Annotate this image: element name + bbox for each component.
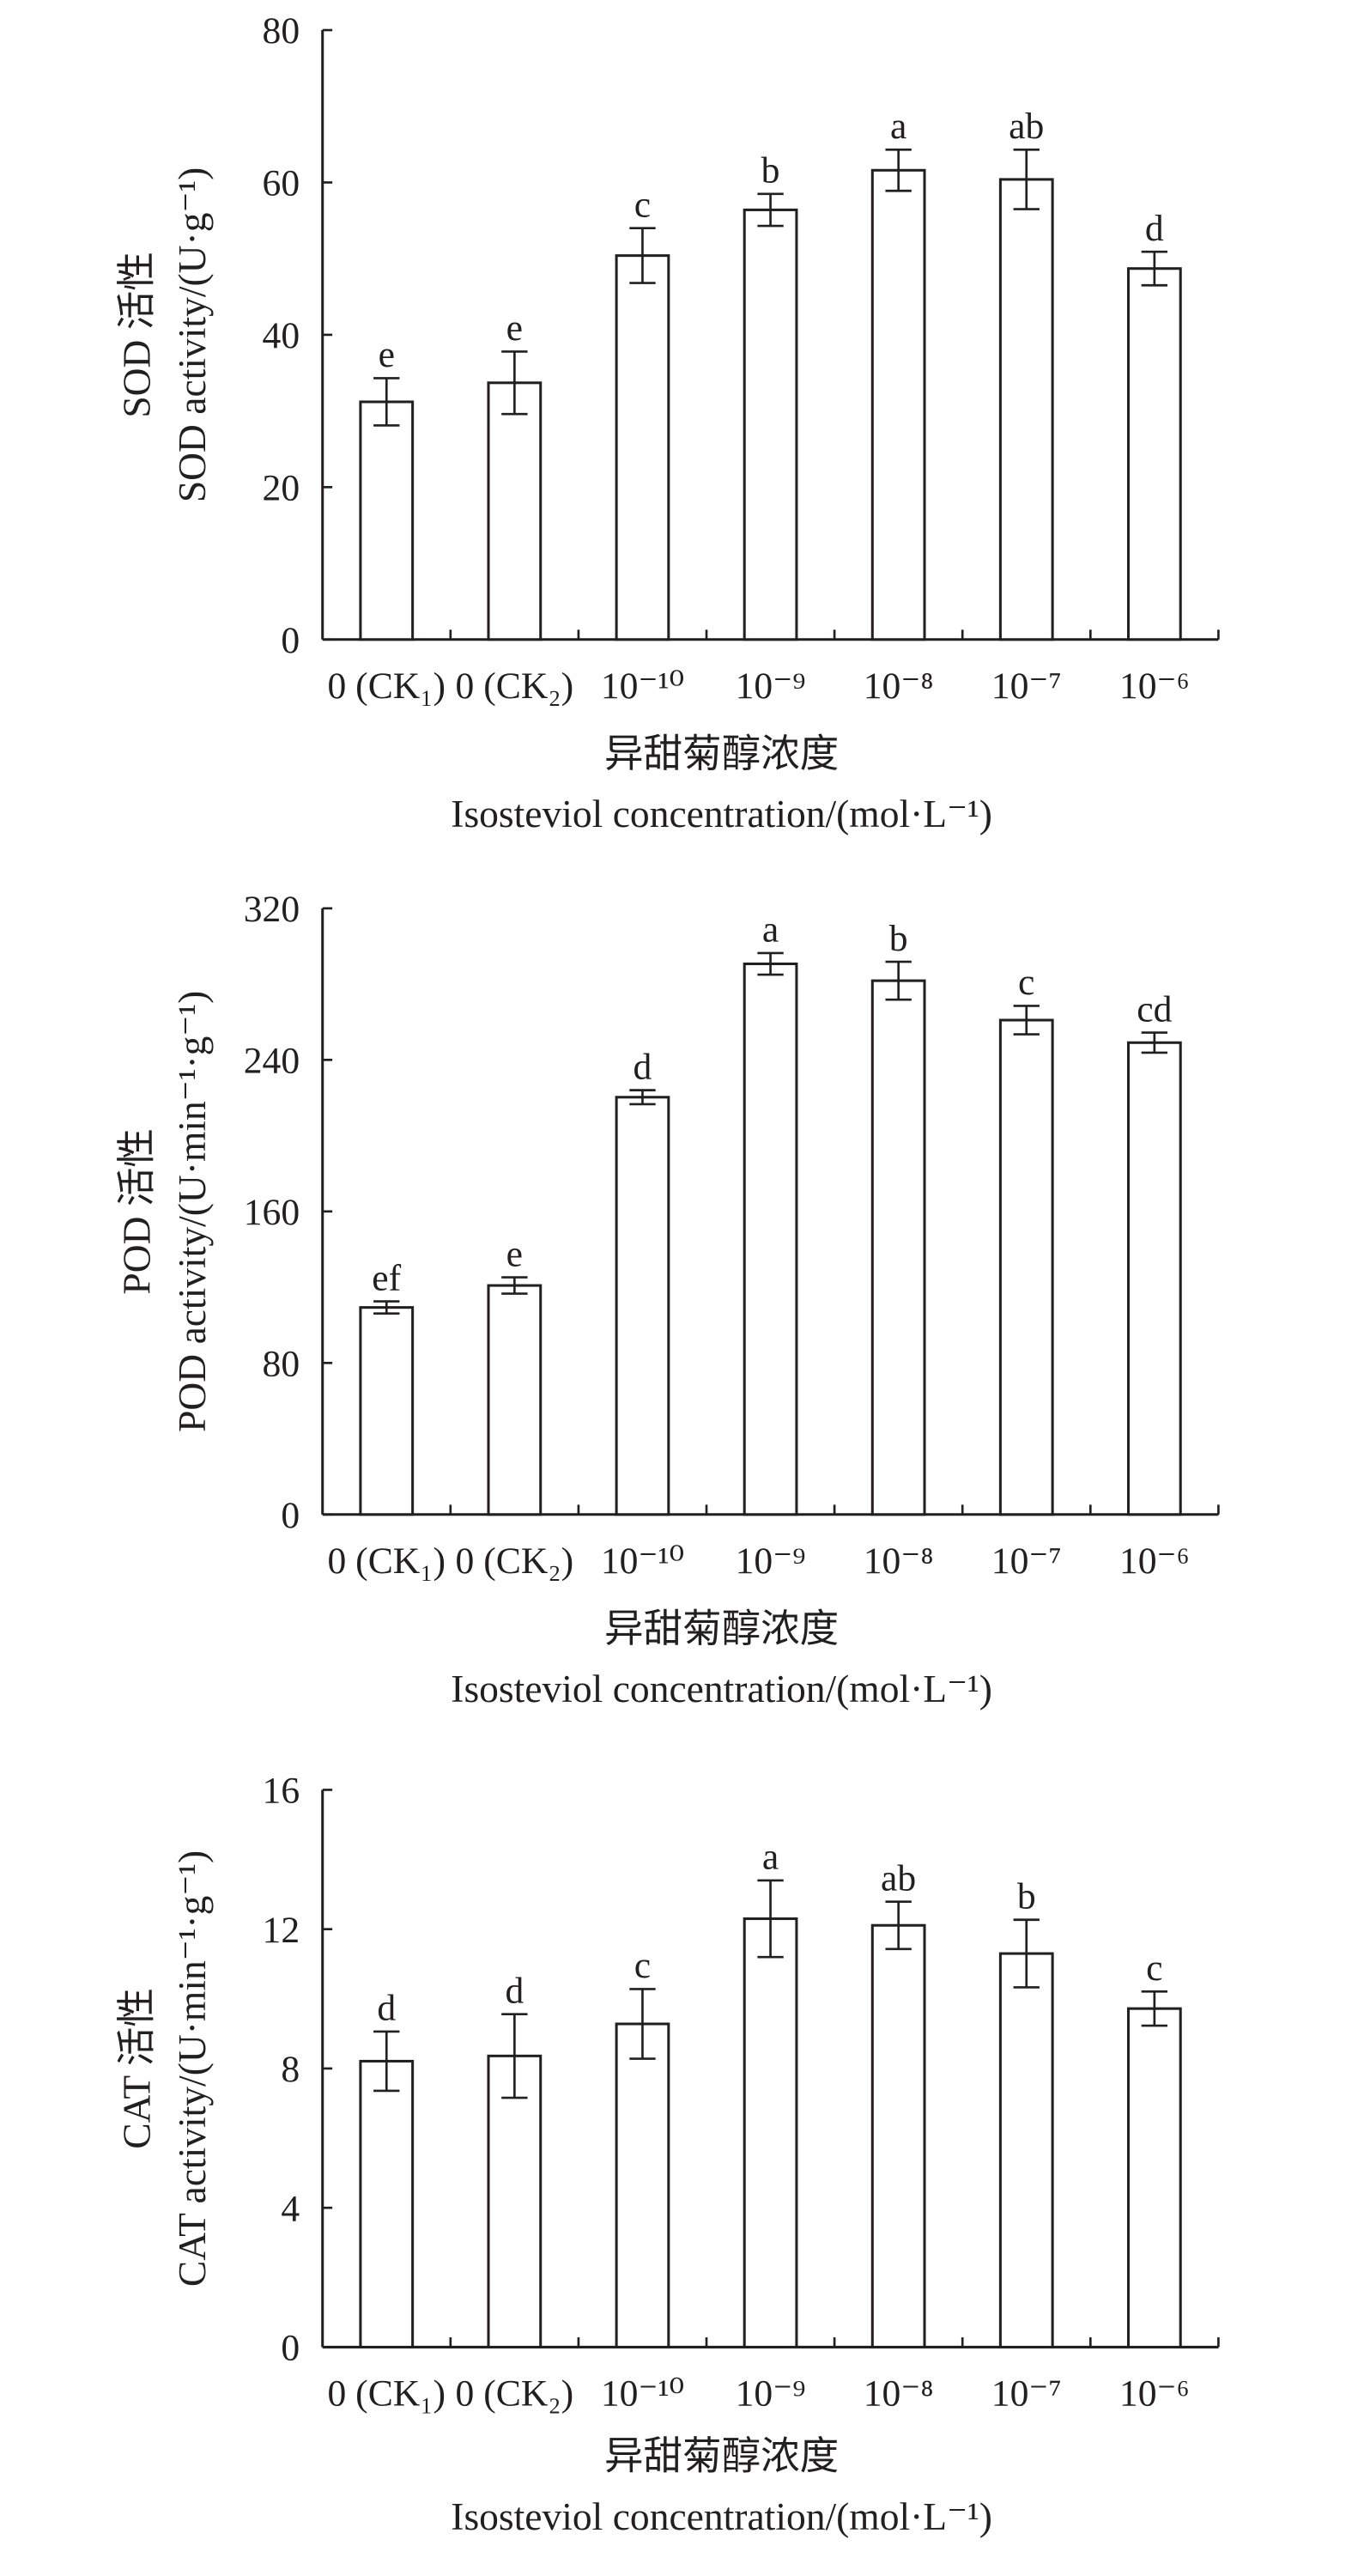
y-tick-label: 8	[281, 2049, 300, 2090]
bar	[998, 1952, 1054, 2348]
x-tick-label: 10⁻⁶	[1119, 665, 1190, 707]
x-axis-title-2: Isosteviol concentration/(mol·L⁻¹)	[451, 2494, 992, 2538]
significance-letter: b	[1017, 1875, 1036, 1917]
y-tick-label: 240	[244, 1041, 300, 1082]
significance-letter: d	[377, 1988, 396, 2029]
y-tick-label: 80	[263, 1343, 300, 1384]
y-axis-title-1: POD 活性	[115, 1128, 159, 1295]
significance-letter: ef	[372, 1257, 401, 1298]
x-tick-label: 10⁻⁶	[1119, 1540, 1190, 1582]
bar	[487, 1284, 543, 1516]
x-tick-label: 10⁻⁷	[991, 2373, 1062, 2415]
x-axis-title-2: Isosteviol concentration/(mol·L⁻¹)	[451, 792, 992, 835]
bar	[998, 178, 1054, 641]
x-axis-title-1: 异甜菊醇浓度	[604, 1607, 839, 1650]
significance-letter: d	[1145, 208, 1164, 249]
significance-letter: e	[506, 307, 523, 349]
significance-letter: a	[762, 1837, 779, 1878]
y-tick-label: 80	[263, 10, 300, 52]
significance-letter: cd	[1137, 988, 1172, 1030]
significance-letter: a	[762, 909, 779, 951]
significance-letter: ab	[881, 1857, 916, 1899]
x-tick-label: 10⁻⁹	[736, 2373, 806, 2415]
significance-letter: a	[890, 106, 906, 147]
x-tick-label: 10⁻⁸	[864, 1540, 934, 1582]
x-tick-label: 10⁻¹⁰	[601, 665, 684, 707]
x-axis-title-1: 异甜菊醇浓度	[604, 2434, 839, 2478]
bar	[998, 1018, 1054, 1516]
x-tick-label: 10⁻⁶	[1119, 2373, 1190, 2415]
y-tick-label: 12	[263, 1910, 300, 1951]
x-tick-label: 0 (CK₁)	[327, 1540, 446, 1582]
x-axis-title-2: Isosteviol concentration/(mol·L⁻¹)	[451, 1667, 992, 1710]
x-tick-label: 10⁻⁷	[991, 1540, 1062, 1582]
x-tick-label: 10⁻¹⁰	[601, 1540, 684, 1582]
y-axis-title-1: SOD 活性	[115, 252, 159, 418]
significance-letter: c	[1146, 1947, 1162, 1989]
significance-letter: e	[506, 1233, 523, 1274]
significance-letter: c	[634, 184, 651, 225]
x-tick-label: 0 (CK₂)	[456, 2373, 574, 2415]
bar	[1126, 1041, 1182, 1516]
y-tick-label: 160	[244, 1192, 300, 1233]
significance-letter: d	[634, 1046, 652, 1087]
bar	[743, 962, 798, 1516]
y-axis-title-2: CAT activity/(U·min⁻¹·g⁻¹)	[170, 1850, 214, 2287]
x-tick-label: 10⁻¹⁰	[601, 2373, 684, 2415]
significance-letter: ab	[1009, 106, 1044, 147]
significance-letter: b	[889, 918, 908, 959]
y-axis-title-2: SOD activity/(U·g⁻¹)	[170, 167, 214, 502]
x-tick-label: 10⁻⁸	[864, 2373, 934, 2415]
y-tick-label: 0	[281, 1495, 300, 1536]
y-tick-label: 16	[263, 1771, 300, 1812]
bar	[615, 1096, 670, 1516]
y-tick-label: 60	[263, 163, 300, 204]
significance-letter: d	[505, 1970, 524, 2011]
bar	[615, 2022, 670, 2348]
bar	[487, 2054, 543, 2348]
y-axis-title-2: POD activity/(U·min⁻¹·g⁻¹)	[170, 991, 214, 1432]
y-tick-label: 0	[281, 620, 300, 661]
bar	[870, 168, 926, 641]
bar	[743, 208, 798, 641]
bar	[1126, 267, 1182, 641]
y-tick-label: 40	[263, 315, 300, 356]
y-tick-label: 320	[244, 889, 300, 930]
significance-letter: b	[761, 150, 780, 191]
x-tick-label: 10⁻⁸	[864, 665, 934, 707]
chart-2: 0 80 160 240 320 ef 0 (CK₁) e 0 (CK₂) d 10⁻¹⁰ a 10⁻⁹…	[115, 889, 1220, 1710]
bar	[615, 254, 670, 641]
chart-3: 0 4 8 12 16 d 0 (CK₁) d 0 (CK₂) c 10⁻¹⁰ a 10⁻⁹ ab 10⁻⁸…	[115, 1771, 1220, 2538]
y-tick-label: 0	[281, 2328, 300, 2369]
x-axis-title-1: 异甜菊醇浓度	[604, 732, 839, 775]
x-tick-label: 10⁻⁹	[736, 1540, 806, 1582]
x-tick-label: 0 (CK₂)	[456, 1540, 574, 1582]
bar	[359, 1306, 415, 1516]
x-tick-label: 0 (CK₂)	[456, 665, 574, 707]
chart-1: 0 20 40 60 80 e 0 (CK₁) e 0 (CK₂) c 10⁻¹⁰ b 10⁻⁹ a 10⁻…	[115, 10, 1220, 835]
significance-letter: e	[379, 334, 395, 375]
bar	[743, 1917, 798, 2348]
y-tick-label: 4	[281, 2188, 300, 2229]
bar	[870, 979, 926, 1516]
bar	[487, 381, 543, 641]
x-tick-label: 0 (CK₁)	[327, 2373, 446, 2415]
x-tick-label: 10⁻⁷	[991, 665, 1062, 707]
bar	[1126, 2007, 1182, 2348]
significance-letter: c	[1018, 962, 1034, 1003]
bar	[359, 400, 415, 641]
x-tick-label: 10⁻⁹	[736, 665, 806, 707]
y-tick-label: 20	[263, 468, 300, 509]
x-tick-label: 0 (CK₁)	[327, 665, 446, 707]
bar	[870, 1923, 926, 2348]
bar	[359, 2059, 415, 2348]
y-axis-title-1: CAT 活性	[115, 1988, 159, 2149]
significance-letter: c	[634, 1945, 651, 1986]
